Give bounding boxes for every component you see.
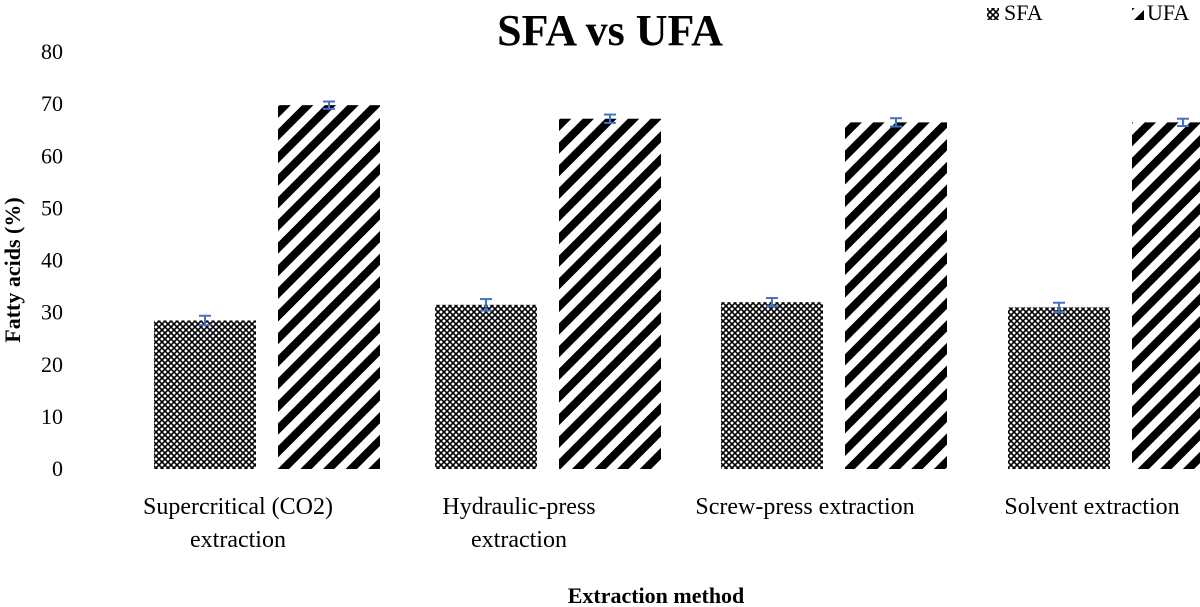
y-tick-label: 30 — [41, 300, 63, 325]
error-bar-group — [199, 100, 1189, 327]
chart-title: SFA vs UFA — [497, 6, 723, 55]
y-tick-label: 20 — [41, 352, 63, 377]
bar-ufa — [559, 118, 661, 469]
category-label: Solvent extraction — [1004, 494, 1179, 520]
category-label: Screw-press extraction — [695, 494, 914, 520]
bar-ufa — [278, 105, 380, 469]
category-label: Hydraulic-press — [442, 494, 595, 520]
y-tick-label: 60 — [41, 143, 63, 168]
legend-label-sfa: SFA — [1004, 0, 1043, 25]
y-tick-label: 0 — [52, 456, 63, 481]
legend: SFA UFA — [987, 0, 1189, 25]
bar-group — [154, 105, 1200, 470]
bar-sfa — [154, 320, 256, 469]
x-axis-label: Extraction method — [568, 583, 745, 607]
y-axis-label: Fatty acids (%) — [0, 197, 25, 342]
y-tick-label: 70 — [41, 91, 63, 116]
legend-swatch-sfa — [987, 8, 999, 20]
bar-ufa — [1132, 122, 1200, 470]
bar-sfa — [721, 302, 823, 469]
y-tick-label: 10 — [41, 404, 63, 429]
y-axis-ticks: 0 10 20 30 40 50 60 70 80 — [41, 39, 63, 481]
category-label: extraction — [471, 527, 567, 553]
bar-sfa — [1008, 307, 1110, 469]
category-label: Supercritical (CO2) — [143, 494, 333, 520]
category-label: extraction — [190, 527, 286, 553]
bar-sfa — [435, 304, 537, 469]
legend-swatch-ufa — [1132, 8, 1144, 20]
category-labels: Supercritical (CO2) extraction Hydraulic-p… — [143, 494, 1180, 553]
y-tick-label: 80 — [41, 39, 63, 64]
y-tick-label: 50 — [41, 195, 63, 220]
legend-label-ufa: UFA — [1147, 0, 1189, 25]
bar-ufa — [845, 122, 947, 470]
y-tick-label: 40 — [41, 248, 63, 273]
